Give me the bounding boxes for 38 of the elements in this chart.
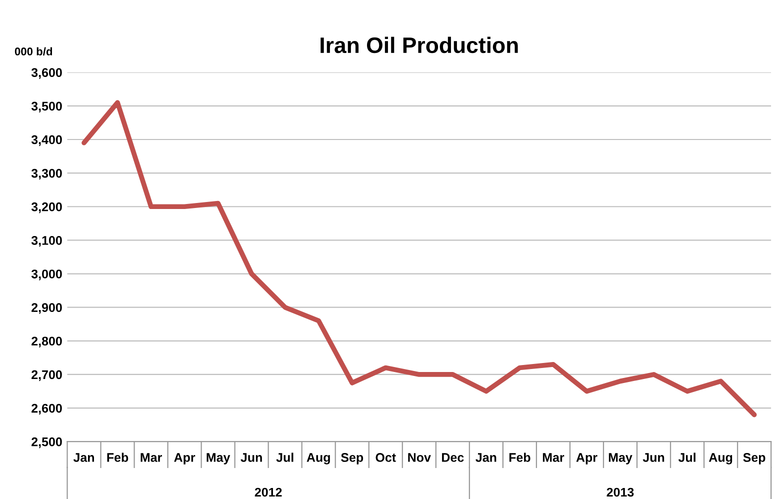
x-tick-label: Aug bbox=[708, 453, 732, 464]
y-tick-label: 2,600 bbox=[32, 404, 62, 415]
text: 2013 bbox=[606, 488, 634, 497]
chart-title: Iran Oil Production bbox=[320, 36, 518, 54]
x-tick-label: Jun bbox=[240, 453, 262, 462]
y-tick-label: 2,500 bbox=[32, 437, 62, 448]
y-tick-label: 3,200 bbox=[31, 202, 62, 214]
y-tick-label: 2,700 bbox=[32, 370, 62, 381]
x-tick-label: Mar bbox=[140, 453, 162, 462]
y-tick-label: 3,100 bbox=[31, 236, 62, 247]
y-tick-label: 3,300 bbox=[31, 168, 62, 180]
x-tick-label: Jan bbox=[73, 453, 94, 462]
x-tick-label: Sep bbox=[743, 453, 766, 464]
y-tick-label: 2,800 bbox=[32, 336, 62, 348]
x-tick-label: Feb bbox=[107, 452, 128, 462]
x-tick-label: Feb bbox=[509, 452, 530, 462]
x-tick-label: Jan bbox=[476, 453, 496, 462]
y-tick-label: 3,500 bbox=[31, 102, 62, 112]
text: 2012 bbox=[254, 488, 282, 497]
x-tick-label: Jul bbox=[276, 452, 294, 462]
x-tick-label: May bbox=[608, 453, 632, 464]
y-tick-label: 3,000 bbox=[31, 270, 62, 280]
x-tick-label: Aug bbox=[306, 453, 330, 464]
x-tick-label: May bbox=[206, 453, 230, 464]
x-tick-label: Nov bbox=[408, 453, 431, 462]
x-tick-label: Sep bbox=[341, 453, 364, 464]
y-tick-label: 3,600 bbox=[31, 68, 62, 79]
x-tick-label: Oct bbox=[376, 453, 396, 462]
line-series bbox=[82, 100, 757, 418]
x-tick-label: Apr bbox=[576, 453, 598, 464]
x-tick-label: Dec bbox=[442, 453, 464, 462]
y-tick-label: 2,900 bbox=[32, 303, 62, 314]
y-axis-title: 000 b/d bbox=[14, 47, 52, 56]
x-tick-label: Apr bbox=[174, 453, 196, 464]
x-tick-label: Jul bbox=[678, 452, 696, 462]
x-tick-label: Mar bbox=[542, 453, 564, 462]
y-tick-label: 3,400 bbox=[31, 135, 62, 146]
x-tick-label: Jun bbox=[642, 453, 664, 462]
